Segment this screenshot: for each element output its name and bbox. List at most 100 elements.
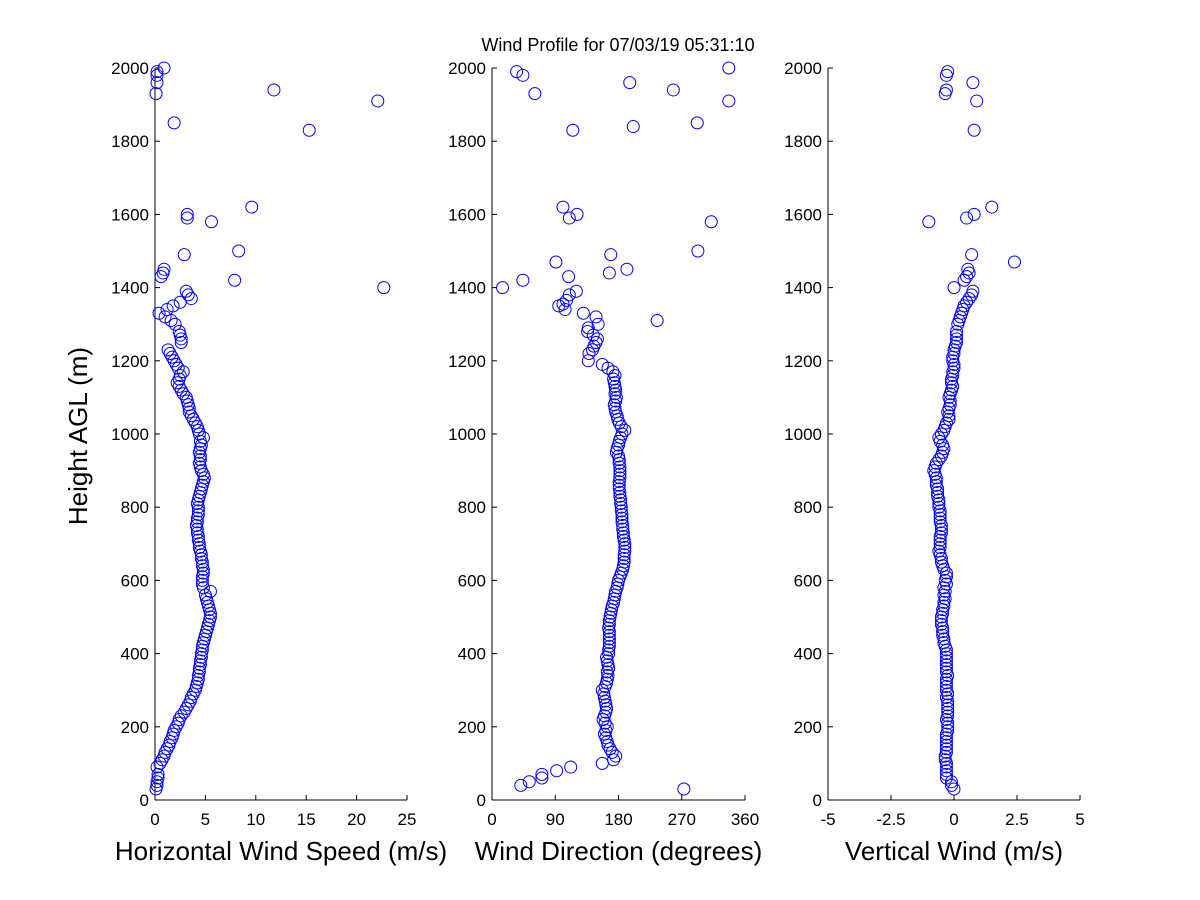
data-point [180,211,194,225]
data-point [950,336,964,349]
data-point [377,281,391,295]
data-point [617,551,631,565]
data-point [941,723,955,737]
data-point [150,65,164,79]
data-point [188,416,202,430]
data-point [569,284,583,298]
data-point [193,453,207,467]
data-point [595,683,609,697]
data-point [582,346,596,360]
data-point [195,643,209,657]
x-axis-label-speed: Horizontal Wind Speed (m/s) [115,836,447,866]
data-point [939,745,953,759]
data-point [176,387,190,401]
data-point [556,297,570,311]
data-point [939,731,953,745]
x-tick-label: 5 [1075,810,1084,829]
data-point [962,292,976,306]
data-point [938,753,952,767]
data-point [932,500,946,514]
data-point [626,120,640,134]
data-point [157,61,171,75]
data-point [522,775,536,789]
data-point [172,712,186,726]
y-tick-label: 1400 [784,279,822,298]
data-point [151,771,165,785]
data-point [615,515,629,529]
data-point [939,738,953,752]
data-point [170,376,184,390]
data-point [604,248,618,262]
x-axis-label-vertical: Vertical Wind (m/s) [845,836,1063,866]
data-point [174,709,188,723]
data-point [618,544,632,558]
data-point [618,540,632,554]
data-point [612,449,625,463]
y-tick-label: 1000 [448,425,486,444]
data-point [168,317,182,331]
data-point [550,764,564,778]
data-point [590,332,604,346]
data-point [939,676,953,690]
data-point [595,357,609,371]
data-point [190,515,204,529]
data-point [181,698,195,712]
data-point [939,83,953,97]
data-point [967,207,981,221]
data-point [154,270,168,284]
data-point [936,625,950,639]
y-tick-label: 400 [458,645,486,664]
data-point [602,628,616,642]
panel-vertical-wind: 0 200 400 600 800 1000 1200 1400 1600 1800 2000 -5 -… [784,59,1085,866]
data-point [615,511,629,525]
data-point [514,778,528,792]
data-point [936,628,950,642]
data-point [302,123,316,137]
y-tick-label: 200 [458,718,486,737]
data-point [157,262,171,276]
data-point [623,76,637,90]
y-tick-label: 1200 [448,352,486,371]
data-point [929,478,943,492]
data-point [150,68,164,82]
y-tick-label: 200 [121,718,149,737]
data-point [177,248,191,262]
data-point [939,734,953,748]
y-tick-label: 800 [794,498,822,517]
data-point [620,262,634,276]
data-point [936,438,950,452]
y-tick-label: 1800 [111,132,149,151]
data-point [603,742,617,756]
panel-wind-direction: 0 200 400 600 800 1000 1200 1400 1600 1800 2000 0 90… [448,59,762,866]
data-point [191,508,205,522]
data-point [614,504,628,518]
data-point [181,288,195,302]
x-tick-label: 270 [668,810,696,829]
data-point [960,270,974,284]
data-point [190,526,204,540]
data-point [556,200,570,214]
x-tick-label: 15 [297,810,316,829]
data-point [939,665,953,679]
x-tick-label: 0 [949,810,958,829]
data-point [960,295,974,309]
data-point [939,658,953,672]
data-point [613,464,627,478]
data-point [937,636,951,650]
x-tick-label: 10 [246,810,265,829]
data-point [946,368,960,382]
data-point [195,559,209,573]
data-point [195,577,209,591]
data-point [245,200,259,214]
data-point [970,94,984,108]
data-point [947,361,961,375]
data-point [934,427,948,441]
data-point [690,116,704,130]
y-tick-label: 2000 [448,59,486,78]
data-point [922,215,936,229]
y-tick-label: 1400 [448,279,486,298]
data-point [516,273,530,287]
data-point [602,632,616,646]
data-point [961,262,975,276]
